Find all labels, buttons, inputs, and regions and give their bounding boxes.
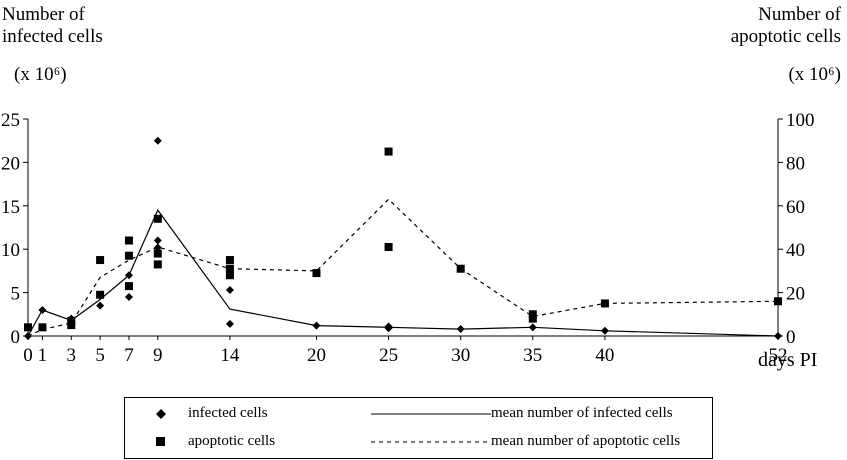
left-axis-title: Number of infected cells bbox=[2, 4, 103, 48]
right-tick-label: 20 bbox=[786, 284, 805, 305]
x-tick-label: 52 bbox=[769, 345, 788, 366]
infected-cell-point bbox=[774, 332, 782, 340]
left-tick-label: 25 bbox=[1, 110, 20, 131]
infected-cell-point bbox=[38, 305, 47, 314]
legend-label-apoptotic: apoptotic cells bbox=[188, 433, 276, 449]
apoptotic-cell-point bbox=[225, 271, 234, 280]
infected-cell-point bbox=[225, 319, 234, 328]
series-line-mean-apoptotic bbox=[27, 198, 779, 337]
right-tick-label: 60 bbox=[786, 197, 805, 218]
apoptotic-cell-point bbox=[67, 316, 76, 325]
infected-cell-point bbox=[96, 301, 105, 310]
apoptotic-cell-point bbox=[528, 314, 537, 323]
x-tick-label: 1 bbox=[38, 345, 48, 366]
x-tick-label: 5 bbox=[95, 345, 105, 366]
infected-cell-point bbox=[225, 285, 234, 294]
infected-cell-point bbox=[384, 324, 393, 333]
infected-cell-point bbox=[528, 323, 537, 332]
right-axis-title-line2: apoptotic cells bbox=[730, 26, 841, 47]
infected-cell-point bbox=[153, 243, 162, 252]
x-tick-label: 7 bbox=[124, 345, 134, 366]
right-axis-title-line1: Number of bbox=[758, 4, 841, 25]
x-axis-label: days PI bbox=[758, 349, 818, 371]
x-tick-label: 9 bbox=[153, 345, 163, 366]
right-axis-units: (x 10⁶) bbox=[788, 64, 841, 85]
infected-cell-point bbox=[24, 332, 32, 340]
legend-row-2: apoptotic cells mean number of apoptotic… bbox=[125, 432, 712, 452]
left-tick-label: 5 bbox=[11, 284, 21, 305]
left-tick-label: 0 bbox=[11, 327, 21, 348]
legend-solid-line bbox=[371, 413, 491, 415]
apoptotic-cell-point bbox=[96, 290, 105, 299]
apoptotic-cell-point bbox=[38, 323, 47, 332]
legend-dashed-line bbox=[371, 441, 491, 443]
legend-label-mean-apoptotic: mean number of apoptotic cells bbox=[491, 433, 681, 449]
right-tick-label: 0 bbox=[786, 327, 796, 348]
apoptotic-cell-point bbox=[153, 260, 162, 269]
right-tick-label: 40 bbox=[786, 240, 805, 261]
apoptotic-cell-point bbox=[153, 214, 162, 223]
apoptotic-cell-point bbox=[225, 256, 234, 265]
x-tick-label: 0 bbox=[23, 345, 33, 366]
apoptotic-cell-point bbox=[456, 264, 465, 273]
apoptotic-cell-point bbox=[153, 249, 162, 258]
legend-square-marker bbox=[156, 437, 165, 446]
left-axis-units: (x 10⁶) bbox=[14, 64, 67, 85]
apoptotic-cell-point bbox=[528, 310, 537, 319]
x-tick-label: 40 bbox=[595, 345, 614, 366]
series-line-mean-infected bbox=[27, 208, 779, 337]
x-tick-label: 20 bbox=[307, 345, 326, 366]
right-axis-title: Number of apoptotic cells bbox=[731, 4, 841, 48]
infected-cell-point bbox=[153, 236, 162, 245]
apoptotic-cell-point bbox=[774, 297, 782, 306]
legend-label-infected: infected cells bbox=[188, 405, 268, 421]
left-axis-title-line2: infected cells bbox=[2, 26, 103, 47]
apoptotic-cell-point bbox=[384, 243, 393, 252]
apoptotic-cell-point bbox=[96, 256, 105, 265]
legend-label-mean-infected: mean number of infected cells bbox=[491, 405, 673, 421]
left-tick-label: 10 bbox=[1, 240, 20, 261]
infected-cell-point bbox=[312, 321, 321, 330]
left-axis-title-line1: Number of bbox=[2, 4, 85, 25]
apoptotic-cell-point bbox=[124, 251, 133, 260]
legend: infected cells mean number of infected c… bbox=[124, 397, 713, 459]
apoptotic-cell-point bbox=[312, 269, 321, 278]
left-tick-label: 15 bbox=[1, 197, 20, 218]
right-tick-label: 100 bbox=[786, 110, 815, 131]
right-tick-label: 80 bbox=[786, 153, 805, 174]
infected-cell-point bbox=[124, 271, 133, 280]
apoptotic-cell-point bbox=[67, 321, 76, 330]
apoptotic-cell-point bbox=[600, 299, 609, 308]
x-tick-label: 25 bbox=[379, 345, 398, 366]
legend-row-1: infected cells mean number of infected c… bbox=[125, 404, 712, 424]
x-tick-label: 35 bbox=[523, 345, 542, 366]
infected-cell-point bbox=[600, 326, 609, 335]
x-tick-label: 14 bbox=[220, 345, 240, 366]
apoptotic-cell-point bbox=[384, 147, 393, 156]
apoptotic-cell-point bbox=[24, 323, 32, 332]
left-tick-label: 20 bbox=[1, 153, 20, 174]
legend-diamond-marker bbox=[156, 409, 166, 419]
x-tick-label: 3 bbox=[67, 345, 77, 366]
infected-cell-point bbox=[153, 136, 162, 145]
apoptotic-cell-point bbox=[124, 236, 133, 245]
apoptotic-cell-point bbox=[124, 282, 133, 291]
infected-cell-point bbox=[456, 325, 465, 334]
apoptotic-cell-point bbox=[225, 264, 234, 273]
x-tick-label: 30 bbox=[451, 345, 470, 366]
infected-cell-point bbox=[124, 292, 133, 301]
